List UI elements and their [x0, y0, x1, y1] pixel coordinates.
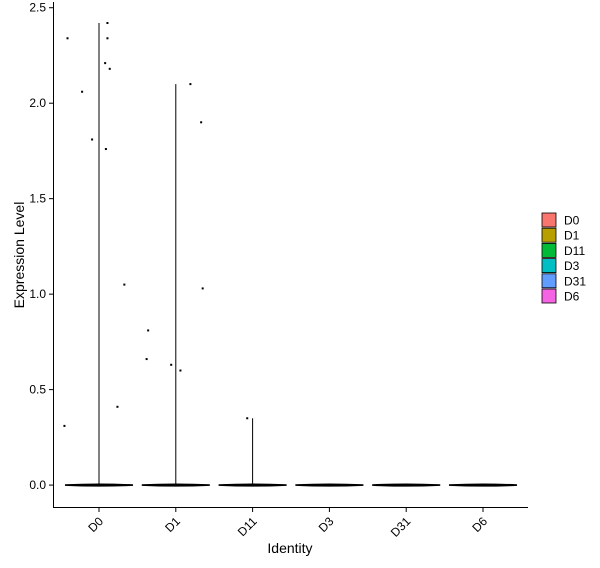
- point-D0-9: [116, 405, 119, 408]
- legend-label-D0: D0: [564, 214, 580, 228]
- point-D1-6: [179, 369, 182, 372]
- x-axis-title: Identity: [267, 540, 312, 556]
- x-tick-label-D11: D11: [235, 514, 260, 539]
- legend-label-D31: D31: [564, 274, 586, 288]
- violin-D3: [295, 483, 364, 487]
- x-axis-ticks: D0 D1 D11 D3 D31 D6: [85, 508, 490, 540]
- point-D1-3: [147, 329, 150, 332]
- legend-label-D11: D11: [564, 244, 585, 258]
- point-D0-1: [106, 22, 109, 25]
- legend-label-D1: D1: [564, 229, 580, 243]
- violin-D31: [372, 483, 441, 487]
- y-axis-ticks: 0.0 0.5 1.0 1.5 2.0 2.5: [29, 1, 53, 492]
- y-tick-label: 1.0: [29, 287, 46, 301]
- x-tick-label-D6: D6: [469, 514, 490, 535]
- violin-D0: [64, 483, 134, 487]
- point-D0-7: [104, 148, 107, 151]
- legend-swatch-D31: [541, 273, 557, 289]
- violin-D6: [448, 483, 518, 487]
- violin-D11: [218, 483, 287, 487]
- violin-group: [64, 23, 518, 487]
- x-tick-label-D3: D3: [316, 514, 337, 535]
- y-tick-label: 2.0: [29, 96, 46, 110]
- point-D0-6: [91, 138, 94, 141]
- y-axis-title: Expression Level: [11, 202, 27, 309]
- point-D1-4: [145, 358, 148, 361]
- point-D1-0: [189, 83, 192, 86]
- x-tick-label-D0: D0: [85, 514, 106, 535]
- legend-label-D3: D3: [564, 259, 580, 273]
- point-D0-3: [81, 90, 84, 93]
- x-tick-label-D31: D31: [388, 514, 414, 540]
- point-D0-5: [108, 67, 111, 70]
- y-tick-label: 2.5: [29, 1, 46, 15]
- legend-swatch-D11: [541, 242, 557, 258]
- point-D0-8: [123, 283, 126, 286]
- point-D0-10: [63, 424, 66, 427]
- x-tick-label-D1: D1: [162, 514, 183, 535]
- y-tick-label: 1.5: [29, 192, 46, 206]
- violin-D1: [141, 483, 210, 487]
- y-tick-label: 0.5: [29, 383, 46, 397]
- point-D1-2: [201, 287, 204, 290]
- legend-swatch-D6: [541, 288, 557, 304]
- y-tick-label: 0.0: [29, 478, 46, 492]
- point-D0-0: [66, 37, 69, 40]
- point-D11-0: [246, 417, 249, 420]
- point-D0-4: [104, 62, 107, 65]
- point-D1-1: [200, 121, 203, 124]
- point-D0-2: [106, 37, 109, 40]
- legend-label-D6: D6: [564, 290, 580, 304]
- legend-swatch-D3: [541, 258, 557, 274]
- jitter-points: [63, 22, 249, 427]
- legend-swatch-D0: [541, 212, 557, 228]
- point-D1-5: [170, 363, 173, 366]
- legend-swatch-D1: [541, 227, 557, 243]
